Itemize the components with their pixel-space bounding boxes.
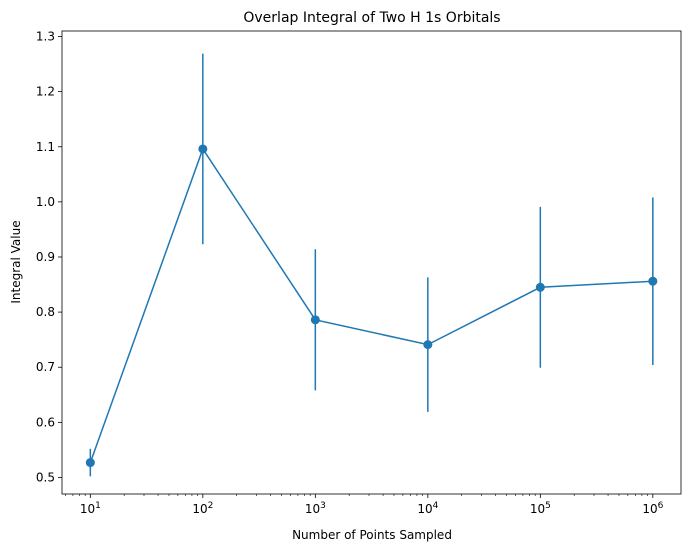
y-tick-label: 1.2 (36, 85, 55, 99)
x-tick-label: 103 (305, 501, 326, 516)
chart-title: Overlap Integral of Two H 1s Orbitals (243, 10, 500, 26)
x-axis-label: Number of Points Sampled (292, 528, 452, 542)
y-tick-label: 0.5 (36, 470, 55, 484)
y-tick-label: 0.6 (36, 415, 55, 429)
y-tick-label: 1.0 (36, 195, 55, 209)
x-tick-label: 101 (80, 501, 101, 516)
data-point (423, 340, 433, 350)
data-point (310, 315, 320, 325)
y-tick-label: 1.1 (36, 140, 55, 154)
data-point (198, 144, 208, 154)
axes-frame (61, 30, 682, 495)
x-tick-label: 102 (192, 501, 213, 516)
y-tick-label: 0.7 (36, 360, 55, 374)
y-axis-label: Integral Value (9, 220, 23, 303)
y-tick-label: 0.9 (36, 250, 55, 264)
plot-area: 0.5 0.6 0.7 0.8 0.9 1.0 1.1 1.2 1.3 101 102 103 104 1… (36, 30, 682, 516)
x-tick-label: 104 (417, 501, 438, 516)
data-point (85, 458, 95, 468)
data-point (535, 282, 545, 292)
data-point (648, 276, 658, 286)
series-line (89, 147, 653, 463)
y-tick-label: 0.8 (36, 305, 55, 319)
y-tick-label: 1.3 (36, 30, 55, 44)
x-tick-label: 105 (530, 501, 551, 516)
x-tick-label: 106 (642, 501, 663, 516)
